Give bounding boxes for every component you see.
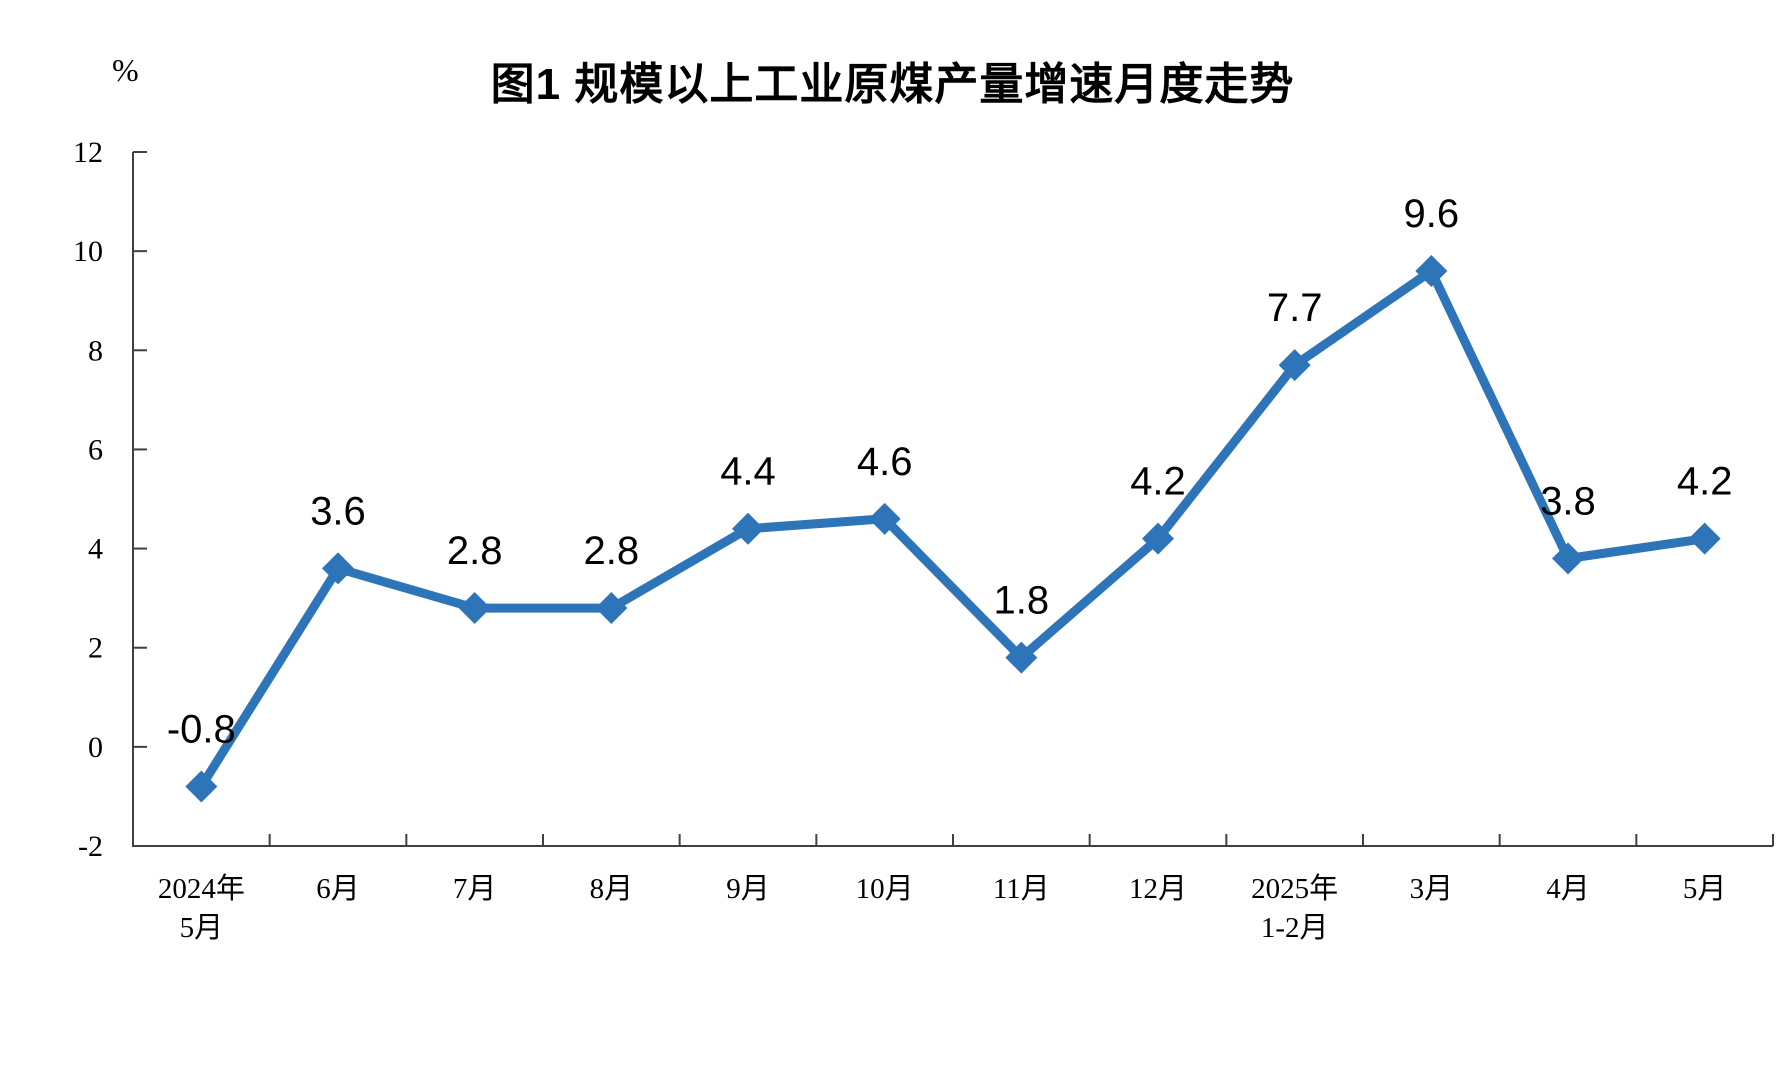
data-point-marker — [1278, 349, 1311, 382]
x-axis-category-label: 6月 — [316, 873, 360, 905]
data-point-marker — [868, 502, 901, 535]
x-axis-category-label: 5月 — [1683, 873, 1727, 905]
data-point-label: 2.8 — [447, 529, 503, 573]
data-point-label: 4.2 — [1130, 460, 1186, 504]
x-axis-category-label: 2025年 1-2月 — [1251, 872, 1338, 944]
x-axis-category-label: 3月 — [1410, 873, 1454, 905]
y-axis-tick-label: 10 — [73, 235, 103, 268]
chart-title: 图1 规模以上工业原煤产量增速月度走势 — [490, 60, 1295, 109]
data-point-label: 4.4 — [720, 450, 776, 494]
data-point-marker — [1552, 542, 1584, 575]
data-point-marker — [1142, 522, 1174, 555]
y-axis-tick-label: 12 — [73, 136, 103, 169]
y-axis-tick-label: 8 — [88, 334, 103, 367]
y-axis-unit-label: % — [112, 52, 139, 88]
y-axis-tick-label: 0 — [88, 731, 103, 764]
data-point-marker — [458, 592, 491, 625]
data-point-label: 3.8 — [1540, 479, 1596, 523]
x-axis-category-label: 7月 — [453, 873, 497, 905]
x-axis-category-label: 8月 — [590, 873, 634, 905]
data-point-label: -0.8 — [167, 708, 236, 752]
data-point-marker — [185, 770, 218, 803]
y-axis-tick-label: 2 — [88, 632, 103, 665]
data-point-marker — [595, 592, 628, 625]
y-axis-tick-label: 6 — [88, 433, 103, 466]
data-point-label: 1.8 — [994, 579, 1050, 623]
x-axis-category-label: 4月 — [1546, 873, 1590, 905]
data-series-line — [196, 266, 1710, 791]
data-point-label: 7.7 — [1267, 286, 1323, 330]
x-axis-category-label: 12月 — [1129, 873, 1187, 905]
data-point-marker — [1415, 254, 1448, 287]
x-axis-category-label: 2024年 5月 — [158, 872, 245, 944]
x-axis-category-label: 9月 — [726, 873, 770, 905]
data-point-label: 2.8 — [584, 529, 640, 573]
data-point-label: 3.6 — [310, 489, 366, 533]
data-point-label: 4.2 — [1677, 460, 1733, 504]
data-point-marker — [1005, 641, 1038, 674]
x-axis-category-label: 10月 — [856, 873, 914, 905]
data-point-marker — [732, 512, 764, 545]
x-axis-category-label: 11月 — [993, 873, 1050, 905]
data-point-label: 9.6 — [1404, 192, 1460, 236]
data-point-marker — [1688, 522, 1721, 555]
data-point-marker — [322, 552, 354, 585]
y-axis-tick-label: -2 — [78, 830, 103, 863]
data-point-label: 4.6 — [857, 440, 913, 484]
axis-lines — [132, 152, 1773, 847]
y-axis-tick-label: 4 — [88, 533, 103, 566]
